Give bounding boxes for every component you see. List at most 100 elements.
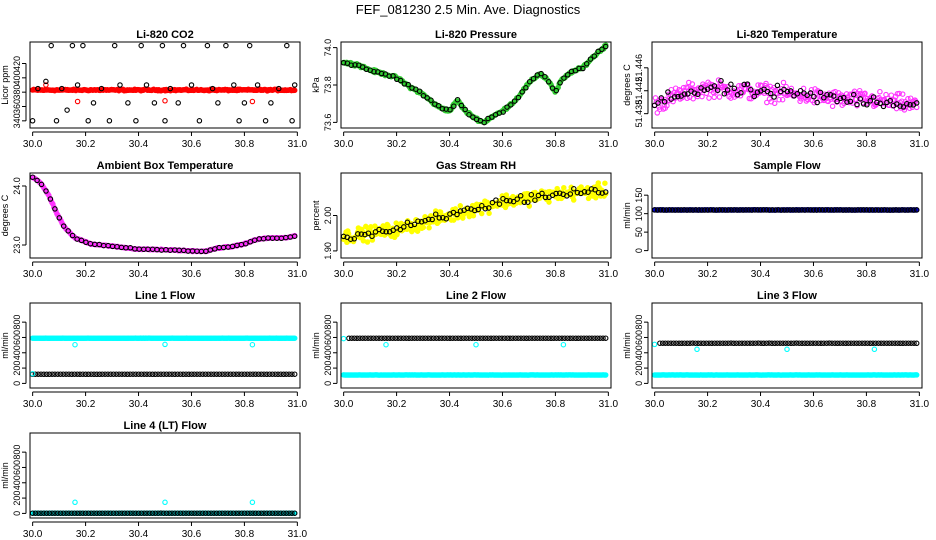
x-tick-label: 30.4 — [751, 269, 771, 280]
data-point — [781, 207, 787, 213]
data-point — [250, 510, 256, 516]
x-tick-label: 30.8 — [546, 399, 566, 410]
data-point — [463, 335, 470, 341]
y-tick-label: 73.6 — [323, 114, 333, 132]
data-point — [870, 340, 876, 346]
x-tick-label: 30.0 — [334, 139, 354, 150]
y-tick-label: 0 — [12, 381, 22, 386]
data-point — [146, 371, 153, 377]
data-point — [470, 114, 476, 120]
data-point — [681, 91, 688, 97]
x-tick-label: 30.8 — [857, 269, 877, 280]
data-point — [102, 510, 108, 516]
x-tick-label: 31.0 — [288, 269, 308, 280]
data-point — [860, 101, 867, 107]
data-point — [96, 510, 103, 516]
data-point — [186, 371, 192, 378]
data-point — [454, 211, 460, 218]
data-point — [793, 340, 800, 346]
data-point — [903, 340, 909, 346]
data-point — [523, 335, 530, 342]
data-point — [160, 371, 167, 377]
data-point — [205, 510, 212, 516]
data-point — [230, 510, 237, 516]
data-point — [52, 510, 58, 516]
data-point — [90, 100, 97, 106]
data-point — [133, 510, 139, 516]
data-point — [713, 207, 720, 213]
x-tick-label: 30.0 — [334, 399, 354, 410]
data-point — [812, 340, 819, 346]
data-points — [652, 207, 920, 213]
data-point — [867, 340, 874, 347]
data-point — [567, 335, 573, 342]
data-point — [525, 199, 531, 205]
chart-co2: Li-820 CO2 30.0 30.2 30.4 30.6 30.8 31.0 340360… — [0, 29, 308, 150]
data-point — [111, 42, 118, 49]
data-point — [225, 371, 231, 377]
data-point — [208, 371, 214, 377]
data-point — [832, 340, 838, 346]
data-point — [466, 335, 472, 341]
data-point — [840, 94, 847, 101]
data-point — [80, 371, 86, 377]
plot-frame — [651, 302, 923, 389]
data-point — [347, 236, 354, 242]
series-black — [657, 340, 920, 347]
data-point — [141, 510, 147, 516]
data-point — [883, 340, 890, 346]
plot-frame — [29, 432, 301, 519]
y-axis-label: degrees C — [622, 64, 632, 106]
data-point — [807, 90, 814, 96]
y-tick-label: 340 — [12, 113, 22, 128]
y-tick-label: 600 — [12, 330, 22, 345]
data-point — [249, 341, 256, 348]
data-point — [787, 207, 793, 213]
data-point — [223, 42, 229, 49]
data-point — [503, 197, 510, 204]
plot-frame — [29, 172, 301, 259]
data-point — [227, 371, 234, 377]
data-point — [872, 207, 879, 213]
data-point — [250, 371, 256, 377]
data-point — [363, 223, 369, 230]
data-point — [88, 510, 94, 516]
data-point — [236, 510, 242, 516]
data-point — [130, 371, 136, 377]
x-tick-label: 30.4 — [129, 139, 149, 150]
data-point — [77, 510, 83, 516]
y-tick-label: 400 — [634, 345, 644, 360]
data-point — [473, 341, 479, 348]
data-point — [74, 371, 81, 377]
data-point — [351, 335, 358, 341]
chart-line2: Line 2 Flow 30.0 30.2 30.4 30.6 30.8 31.0 0 2004… — [311, 290, 619, 410]
data-point — [542, 194, 549, 201]
data-point — [897, 103, 903, 109]
data-point — [373, 335, 380, 341]
data-point — [408, 222, 414, 229]
data-point — [49, 510, 55, 516]
data-point — [477, 335, 483, 341]
data-point — [422, 335, 429, 341]
data-point — [392, 335, 399, 341]
data-point — [846, 207, 852, 213]
data-point — [378, 70, 385, 77]
data-point — [575, 335, 582, 342]
data-point — [167, 85, 174, 92]
data-point — [665, 89, 671, 95]
data-point — [364, 239, 371, 245]
data-point — [291, 335, 298, 341]
data-point — [807, 207, 814, 213]
data-point — [351, 236, 358, 242]
data-point — [709, 340, 715, 347]
data-point — [862, 340, 868, 346]
data-point — [480, 335, 486, 341]
data-point — [788, 340, 794, 347]
data-point — [815, 340, 822, 346]
data-point — [731, 207, 737, 213]
data-point — [880, 103, 887, 110]
data-point — [85, 510, 92, 516]
data-point — [428, 335, 434, 341]
data-point — [470, 212, 477, 219]
data-point — [63, 371, 69, 377]
